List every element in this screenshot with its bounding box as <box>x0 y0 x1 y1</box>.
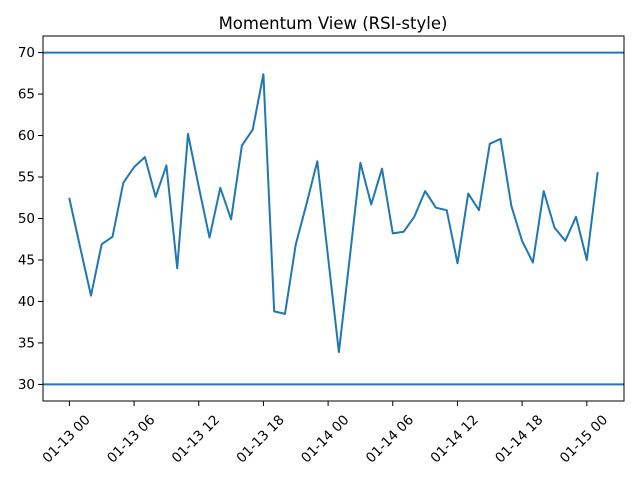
x-axis-tick-label: 01-13 18 <box>233 412 287 466</box>
y-axis-tick-label: 40 <box>18 294 35 310</box>
x-axis-tick-label: 01-13 06 <box>104 412 158 466</box>
y-axis-tick-label: 30 <box>18 377 35 393</box>
y-axis-tick-label: 65 <box>18 87 35 103</box>
x-axis-tick-label: 01-14 06 <box>363 412 417 466</box>
y-axis-tick-label: 35 <box>18 335 35 351</box>
x-axis-tick-label: 01-14 18 <box>492 412 546 466</box>
y-axis-tick-label: 55 <box>18 170 35 186</box>
y-axis-tick-label: 70 <box>18 45 35 61</box>
chart-title: Momentum View (RSI-style) <box>219 14 448 33</box>
axes-frame <box>42 35 625 402</box>
y-axis-tick-label: 50 <box>18 211 35 227</box>
x-axis-tick-label: 01-13 00 <box>39 412 93 466</box>
y-axis-tick-label: 60 <box>18 128 35 144</box>
x-axis-tick-label: 01-15 00 <box>557 412 611 466</box>
y-axis-tick-label: 45 <box>18 252 35 268</box>
x-axis-tick-label: 01-14 12 <box>428 412 482 466</box>
x-axis-tick-label: 01-13 12 <box>169 412 223 466</box>
x-axis-tick-label: 01-14 00 <box>298 412 352 466</box>
momentum-line <box>68 73 599 354</box>
